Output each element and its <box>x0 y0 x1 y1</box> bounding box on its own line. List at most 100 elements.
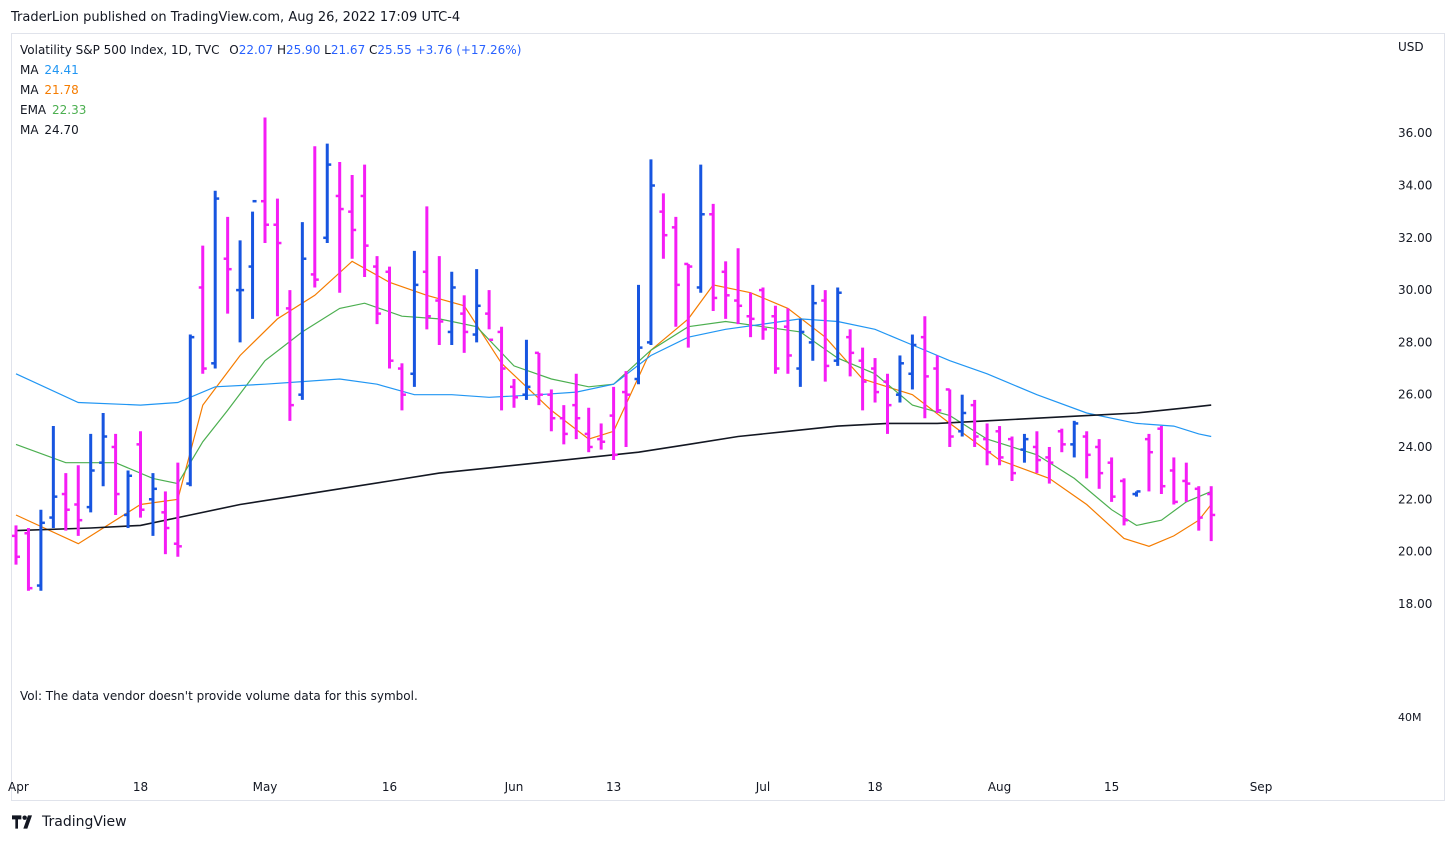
ohlc-bar[interactable] <box>285 290 294 421</box>
ohlc-bar[interactable] <box>1020 433 1029 463</box>
ohlc-bar[interactable] <box>435 256 444 346</box>
ohlc-bar[interactable] <box>584 407 593 453</box>
currency-label[interactable]: USD <box>1398 40 1424 54</box>
ohlc-bar[interactable] <box>485 290 494 342</box>
ohlc-bar[interactable] <box>858 347 867 411</box>
ohlc-bar[interactable] <box>273 198 282 317</box>
ohlc-bar[interactable] <box>323 143 332 244</box>
ohlc-bar[interactable] <box>1157 426 1166 495</box>
ohlc-bar[interactable] <box>261 117 269 244</box>
ohlc-bar[interactable] <box>783 308 792 374</box>
ohlc-bar[interactable] <box>609 386 618 461</box>
ohlc-bar[interactable] <box>659 193 668 259</box>
symbol-title[interactable]: Volatility S&P 500 Index, 1D, TVC <box>20 43 220 57</box>
ohlc-bar[interactable] <box>895 355 904 403</box>
ohlc-bar[interactable] <box>796 318 805 387</box>
legend-indicator-ma-black[interactable]: MA 24.70 <box>20 123 79 137</box>
ohlc-bar[interactable] <box>1194 486 1203 531</box>
ohlc-bar[interactable] <box>49 426 58 529</box>
ohlc-bar[interactable] <box>572 373 581 440</box>
ohlc-bar[interactable] <box>709 203 718 312</box>
ohlc-bar[interactable] <box>846 329 855 377</box>
ohlc-bar[interactable] <box>646 159 655 346</box>
ohlc-bar[interactable] <box>86 433 95 513</box>
ohlc-bar[interactable] <box>597 423 606 450</box>
ohlc-bar[interactable] <box>397 363 406 411</box>
ohlc-bar[interactable] <box>1070 420 1079 458</box>
ohlc-bar[interactable] <box>671 216 680 327</box>
ohlc-bar[interactable] <box>883 373 892 434</box>
series-line-2[interactable] <box>15 318 1212 438</box>
ohlc-bar[interactable] <box>348 175 357 259</box>
ohlc-bar[interactable] <box>136 431 145 518</box>
ohlc-bar[interactable] <box>12 525 20 565</box>
legend-indicator-ema-green[interactable]: EMA 22.33 <box>20 103 87 117</box>
ohlc-bar[interactable] <box>360 164 369 278</box>
ohlc-bar[interactable] <box>958 394 967 437</box>
ohlc-bar[interactable] <box>771 305 780 374</box>
ohlc-bar[interactable] <box>734 248 743 325</box>
ohlc-bar[interactable] <box>759 287 767 340</box>
ohlc-bar[interactable] <box>1182 462 1191 502</box>
ohlc-bar[interactable] <box>696 164 705 293</box>
legend-indicator-ma-blue[interactable]: MA 24.41 <box>20 63 79 77</box>
ohlc-bar[interactable] <box>522 339 531 400</box>
ohlc-bar[interactable] <box>36 509 45 591</box>
ohlc-bar[interactable] <box>422 206 431 330</box>
ohlc-bar[interactable] <box>211 190 220 369</box>
ohlc-bar[interactable] <box>721 261 730 319</box>
ohlc-bar[interactable] <box>1144 433 1153 492</box>
ohlc-bar[interactable] <box>124 470 133 529</box>
ohlc-bar[interactable] <box>335 161 344 293</box>
ohlc-bar[interactable] <box>460 295 469 353</box>
series-line-3[interactable] <box>15 404 1212 532</box>
ohlc-bar[interactable] <box>1207 486 1216 542</box>
ohlc-bar[interactable] <box>148 473 157 536</box>
ohlc-bar[interactable] <box>995 426 1004 466</box>
ohlc-bar[interactable] <box>447 271 456 346</box>
ohlc-bar[interactable] <box>746 292 755 338</box>
footer-brand[interactable]: TradingView <box>12 814 127 830</box>
ohlc-bar[interactable] <box>161 491 170 555</box>
ohlc-bar[interactable] <box>24 528 33 591</box>
ohlc-bar[interactable] <box>385 266 394 369</box>
ohlc-bar[interactable] <box>1008 436 1016 481</box>
ohlc-bar[interactable] <box>1132 490 1141 497</box>
ohlc-bar[interactable] <box>1057 428 1066 453</box>
ohlc-bar[interactable] <box>111 433 120 515</box>
ohlc-bar[interactable] <box>1120 478 1129 526</box>
ohlc-bar[interactable] <box>74 465 83 536</box>
ohlc-bar[interactable] <box>1169 457 1178 505</box>
ohlc-bar[interactable] <box>223 216 232 314</box>
ohlc-bar[interactable] <box>970 399 979 447</box>
ohlc-bar[interactable] <box>61 473 70 531</box>
ohlc-bar[interactable] <box>186 334 195 487</box>
ohlc-bar[interactable] <box>622 371 631 447</box>
ohlc-bar[interactable] <box>99 412 108 487</box>
ohlc-bar[interactable] <box>248 199 257 319</box>
ohlc-bar[interactable] <box>472 269 481 343</box>
ohlc-bar[interactable] <box>298 222 307 400</box>
ohlc-bar[interactable] <box>1082 431 1091 479</box>
ohlc-bar[interactable] <box>908 334 917 390</box>
ohlc-bar[interactable] <box>945 388 954 447</box>
ohlc-bar[interactable] <box>821 290 830 382</box>
ohlc-bar[interactable] <box>684 262 693 348</box>
ohlc-bar[interactable] <box>236 240 245 343</box>
ohlc-bar[interactable] <box>920 316 929 419</box>
ohlc-bar[interactable] <box>1095 439 1104 489</box>
ohlc-bar[interactable] <box>833 287 842 366</box>
ohlc-bar[interactable] <box>547 389 556 432</box>
ohlc-bar[interactable] <box>983 423 992 466</box>
ohlc-bar[interactable] <box>1045 446 1054 484</box>
ohlc-bar[interactable] <box>634 284 643 385</box>
ohlc-bar[interactable] <box>410 250 419 387</box>
ohlc-bar[interactable] <box>1107 457 1116 502</box>
ohlc-bar[interactable] <box>510 378 518 408</box>
ohlc-bar[interactable] <box>173 462 182 557</box>
ohlc-bar[interactable] <box>1032 431 1041 474</box>
ohlc-bar[interactable] <box>933 355 942 413</box>
ohlc-bar[interactable] <box>497 326 506 411</box>
ohlc-bar[interactable] <box>808 284 817 361</box>
